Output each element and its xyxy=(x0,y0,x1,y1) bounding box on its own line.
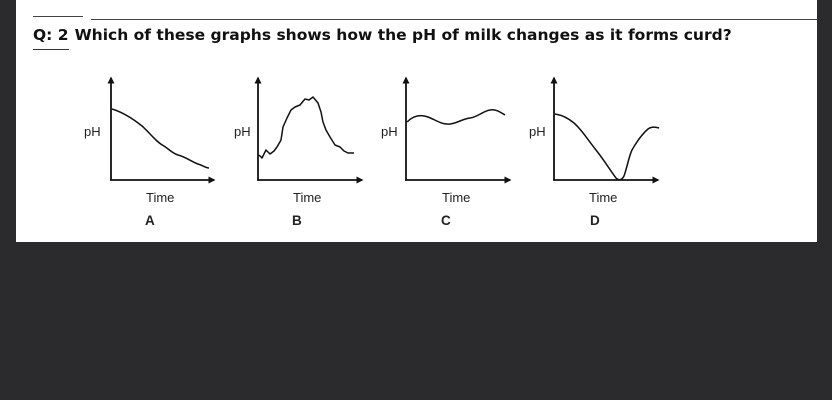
graph-b-ylabel: pH xyxy=(234,124,251,139)
graph-c-ylabel: pH xyxy=(381,124,398,139)
top-divider-left xyxy=(33,16,83,17)
graph-b-xlabel: Time xyxy=(293,190,321,205)
graph-b-letter: B xyxy=(292,213,302,228)
graph-d-ylabel: pH xyxy=(529,124,546,139)
graph-d: pH Time D xyxy=(529,76,660,228)
graph-b: pH Time B xyxy=(234,76,364,228)
graph-a-ylabel: pH xyxy=(84,124,101,139)
graph-c-curve xyxy=(406,109,506,125)
graph-c-xlabel: Time xyxy=(442,190,470,205)
graph-a-xlabel: Time xyxy=(146,190,174,205)
graph-c: pH Time C xyxy=(381,76,512,228)
graph-d-letter: D xyxy=(590,213,600,228)
top-divider-right xyxy=(91,19,817,20)
question-number: Q: 2 xyxy=(33,26,69,50)
graph-b-curve xyxy=(258,96,354,159)
graph-a: pH Time A xyxy=(84,76,216,228)
question-text: Which of these graphs shows how the pH o… xyxy=(74,26,732,44)
graph-d-curve xyxy=(554,113,660,181)
graph-a-curve xyxy=(111,108,210,169)
question-panel xyxy=(16,0,817,242)
question-header: Q: 2 Which of these graphs shows how the … xyxy=(33,26,732,50)
graph-d-xlabel: Time xyxy=(589,190,617,205)
graph-a-letter: A xyxy=(145,213,155,228)
graph-c-letter: C xyxy=(441,213,451,228)
